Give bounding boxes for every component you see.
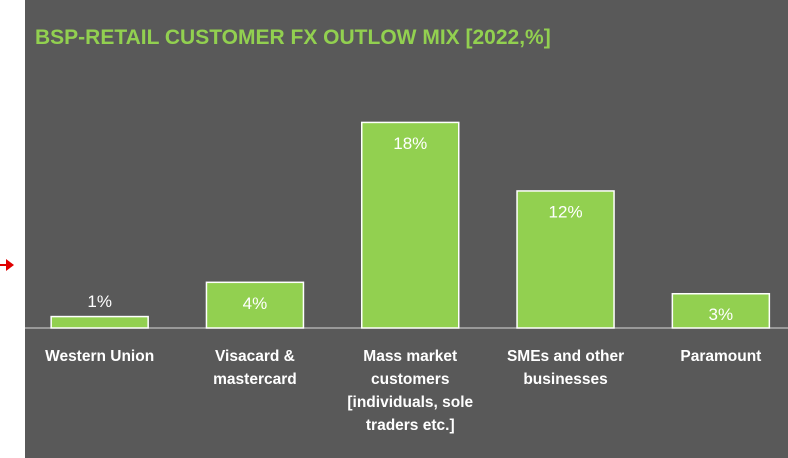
bar bbox=[205, 281, 305, 329]
data-label: 18% bbox=[393, 134, 427, 153]
chart-title: BSP-RETAIL CUSTOMER FX OUTLOW MIX [2022,… bbox=[35, 26, 551, 49]
data-label: 1% bbox=[87, 292, 112, 311]
bar bbox=[516, 190, 615, 329]
data-label: 4% bbox=[243, 294, 268, 313]
bar bbox=[671, 292, 771, 329]
arrow-head bbox=[6, 259, 14, 271]
x-tick-label: Visacard & mastercard bbox=[213, 348, 297, 388]
data-label: 12% bbox=[549, 202, 583, 221]
x-tick-label: Western Union bbox=[45, 348, 155, 365]
x-tick-label: Paramount bbox=[680, 348, 762, 365]
bar bbox=[361, 121, 460, 329]
x-tick-label: SMEs and other businesses bbox=[506, 348, 625, 388]
data-label: 3% bbox=[709, 305, 734, 324]
bar bbox=[50, 315, 149, 329]
x-tick-label: Mass market customers [individuals, sole… bbox=[347, 348, 474, 434]
